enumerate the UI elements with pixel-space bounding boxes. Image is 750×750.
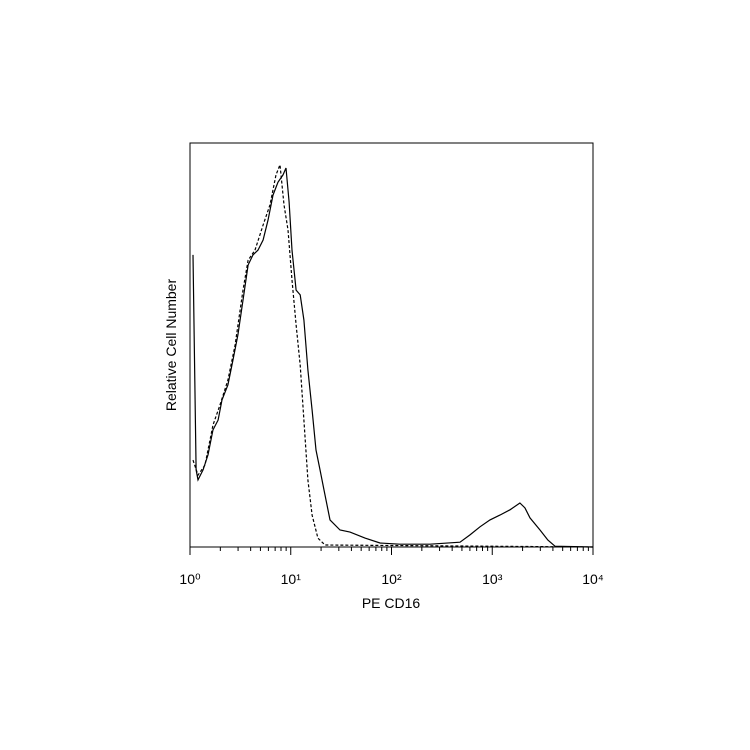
x-axis-label: PE CD16: [362, 595, 421, 611]
y-axis-label: Relative Cell Number: [163, 279, 179, 412]
series-line: [192, 167, 594, 548]
x-tick-label: 10³: [482, 571, 503, 587]
plot-frame: [189, 142, 594, 548]
x-tick-label: 10²: [381, 571, 402, 587]
x-tick-label: 10⁴: [582, 571, 604, 587]
x-tick-label: 10⁰: [179, 571, 201, 587]
series-line: [192, 164, 594, 548]
x-tick-label: 10¹: [281, 571, 302, 587]
